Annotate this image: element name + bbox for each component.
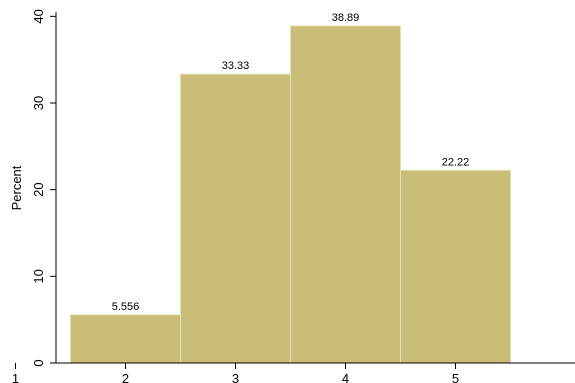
y-tick-label: 20: [31, 182, 46, 196]
bar-value-label: 22.22: [442, 156, 470, 168]
x-tick-label: 1: [12, 371, 19, 383]
y-axis-title: Percent: [9, 165, 24, 210]
bars-group: [70, 25, 511, 364]
bar-value-label: 33.33: [222, 60, 250, 72]
histogram-bar: [180, 73, 291, 364]
x-tick-label: 2: [122, 371, 129, 383]
bar-value-label: 5.556: [112, 301, 140, 313]
y-ticks-group: 0 10 20 30 40: [31, 9, 56, 367]
histogram-bar: [290, 25, 401, 364]
x-ticks-group: 1 2 3 4 5: [12, 363, 459, 383]
x-tick-label: 3: [232, 371, 239, 383]
x-tick-label: 5: [452, 371, 459, 383]
x-tick-label: 4: [342, 371, 349, 383]
y-tick-label: 40: [31, 9, 46, 23]
y-tick-label: 0: [31, 359, 46, 366]
histogram-bar: [70, 314, 181, 364]
bar-value-label: 38.89: [332, 12, 360, 24]
histogram-bar: [400, 169, 511, 364]
data-labels-group: 5.556 33.33 38.89 22.22: [112, 12, 470, 313]
y-tick-label: 10: [31, 269, 46, 283]
y-tick-label: 30: [31, 96, 46, 110]
